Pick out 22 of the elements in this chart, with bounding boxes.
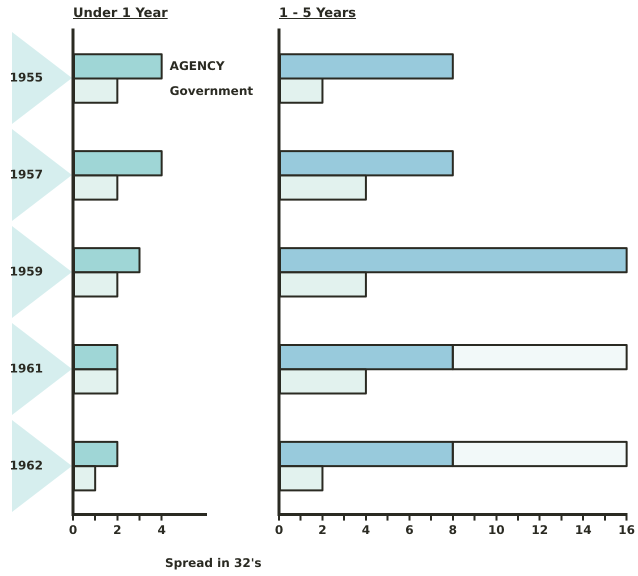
y-tick-label: 1959 <box>10 264 43 278</box>
x-tick-label: 16 <box>618 522 635 537</box>
x-tick-label: 14 <box>574 522 592 537</box>
y-tick-label: 1955 <box>10 70 43 85</box>
x-tick-label: 4 <box>362 522 370 537</box>
series-label: AGENCY <box>170 59 225 74</box>
x-tick-label: 12 <box>531 522 548 537</box>
x-tick-label: 2 <box>113 522 122 537</box>
x-axis-title: Spread in 32's <box>165 556 262 570</box>
x-tick-label: 2 <box>318 522 327 537</box>
y-tick-label: 1957 <box>10 168 43 182</box>
y-tick-label: 1962 <box>10 458 43 472</box>
x-tick-label: 10 <box>488 522 505 537</box>
x-tick-label: 8 <box>448 522 458 537</box>
x-tick-label: 0 <box>274 522 284 537</box>
x-tick-label: 0 <box>68 522 78 537</box>
x-tick-label: 4 <box>157 522 166 537</box>
chart-title: 1 - 5 Years <box>279 6 356 21</box>
chart-title: Under 1 Year <box>73 6 168 21</box>
text: Government <box>170 84 254 98</box>
x-tick-label: 6 <box>405 522 414 537</box>
y-tick-label: 1961 <box>10 361 43 376</box>
